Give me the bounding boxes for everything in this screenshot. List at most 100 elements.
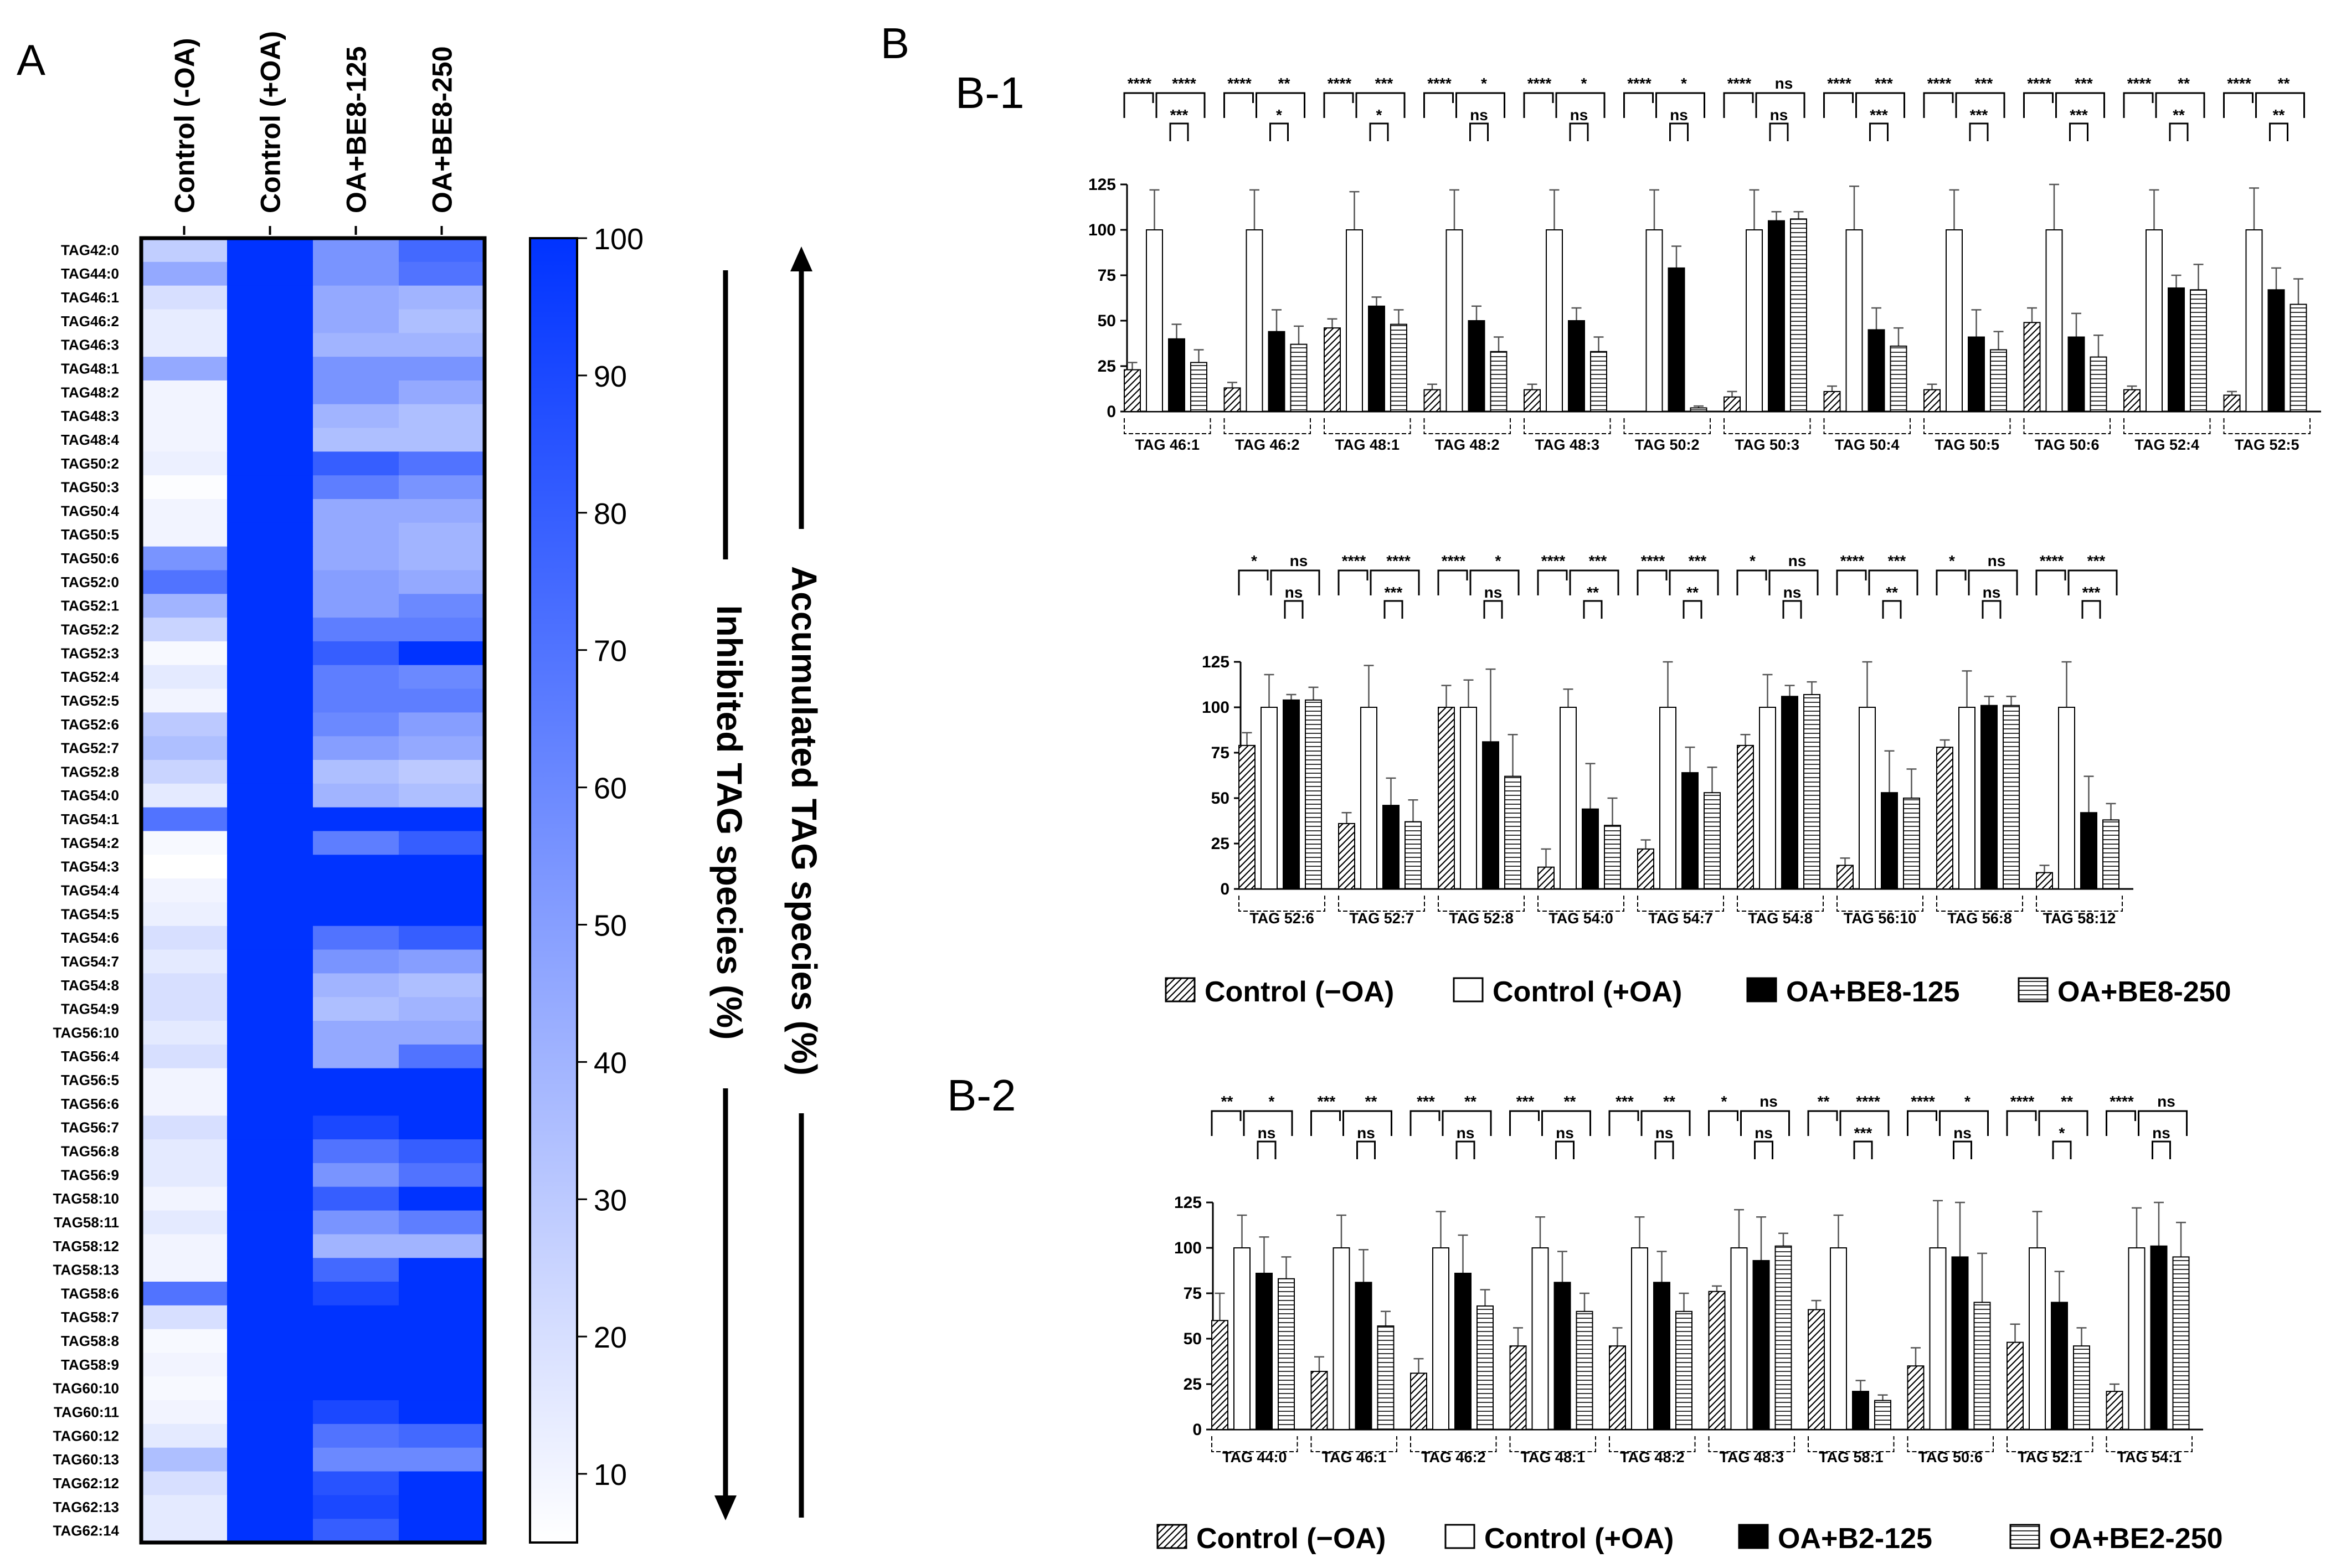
heatmap-cell <box>399 665 485 690</box>
sig-bracket <box>1223 92 1254 118</box>
heatmap-cell <box>141 1139 228 1164</box>
heatmap-cell <box>227 1068 313 1093</box>
group-label: TAG 52:6 <box>1249 910 1314 927</box>
sig-label: **** <box>1641 552 1665 569</box>
heatmap-column-label: Control (-OA) <box>169 38 200 213</box>
sig-bracket <box>1755 92 1805 118</box>
heatmap-cell <box>399 926 485 950</box>
group-bracket <box>1238 896 1325 912</box>
sig-label: **** <box>1840 552 1865 569</box>
sig-label: ns <box>1457 1124 1475 1142</box>
heatmap-cell <box>227 1471 313 1495</box>
sig-label: ns <box>1290 552 1308 569</box>
bar <box>2106 1391 2123 1431</box>
bar <box>1537 866 1555 890</box>
bar <box>1590 351 1607 413</box>
colorbar-tick-label: 80 <box>594 497 627 531</box>
bar <box>1681 772 1699 890</box>
heatmap-cell <box>399 1495 485 1519</box>
sig-label: **** <box>1342 552 1366 569</box>
group-bracket <box>1708 1436 1795 1452</box>
sig-label: **** <box>1927 75 1952 92</box>
heatmap-cell <box>313 499 399 523</box>
sig-bracket <box>1169 122 1189 141</box>
heatmap-cell <box>399 688 485 713</box>
bar <box>2123 389 2141 413</box>
sig-bracket <box>1669 569 1719 595</box>
heatmap-cell <box>141 712 228 737</box>
bar <box>1410 1372 1427 1431</box>
heatmap-cell <box>227 522 313 547</box>
heatmap-cell <box>227 712 313 737</box>
bar <box>1490 351 1508 413</box>
y-tick-label: 75 <box>1184 1284 1202 1303</box>
heatmap-row-label: TAG58:7 <box>61 1309 119 1325</box>
heatmap-cell <box>227 855 313 879</box>
group-label: TAG 58:1 <box>1819 1449 1884 1466</box>
heatmap-cell <box>399 1068 485 1093</box>
legend-swatch <box>1738 1524 1769 1549</box>
bar <box>2029 1247 2046 1430</box>
y-tick-label: 50 <box>1211 789 1229 808</box>
bar <box>2073 1345 2090 1431</box>
group-label: TAG 52:8 <box>1449 910 1514 927</box>
heatmap-cell <box>227 641 313 666</box>
bar <box>1305 699 1322 890</box>
heatmap-row-label: TAG54:7 <box>61 953 119 970</box>
heatmap-cell <box>227 997 313 1021</box>
heatmap-cell <box>313 1282 399 1306</box>
group-label: TAG 48:2 <box>1435 436 1500 453</box>
sig-label: * <box>1581 75 1587 92</box>
heatmap-row-label: TAG60:10 <box>53 1380 119 1397</box>
sig-label: * <box>1495 552 1501 569</box>
bar <box>1190 362 1207 412</box>
heatmap-cell <box>141 1068 228 1093</box>
sig-label: * <box>1964 1093 1971 1110</box>
sig-label: * <box>1276 106 1282 124</box>
sig-label: *** <box>1854 1124 1872 1142</box>
sig-bracket <box>2269 122 2288 141</box>
sig-bracket <box>1637 569 1668 595</box>
bar <box>1582 808 1599 890</box>
heatmap-row-label: TAG58:8 <box>61 1333 119 1349</box>
bar <box>1238 744 1256 890</box>
sig-bracket <box>1853 1140 1873 1159</box>
bar <box>1432 1247 1449 1430</box>
sig-label: ns <box>1258 1124 1276 1142</box>
bar <box>2058 707 2075 890</box>
group-bracket <box>2106 1436 2193 1452</box>
sig-bracket <box>2169 122 2189 141</box>
heatmap-cell <box>141 1519 228 1543</box>
heatmap-cell <box>313 546 399 571</box>
heatmap-cell <box>141 855 228 879</box>
heatmap-cell <box>313 1519 399 1543</box>
bar <box>1867 329 1885 413</box>
heatmap-cells <box>141 238 485 1543</box>
sig-bracket <box>1936 569 1967 595</box>
sig-bracket <box>1337 569 1368 595</box>
sig-label: ns <box>1783 584 1802 601</box>
sig-label: * <box>1681 75 1687 92</box>
group-label: TAG 52:4 <box>2134 436 2199 453</box>
bar <box>1730 1247 1748 1430</box>
bar <box>2168 287 2185 413</box>
bar <box>1438 707 1455 890</box>
bar <box>1609 1345 1626 1431</box>
sig-bracket <box>1623 92 1654 118</box>
sig-bracket <box>1839 1110 1890 1136</box>
heatmap-row-label: TAG52:7 <box>61 740 119 757</box>
heatmap-row-label: TAG60:11 <box>54 1404 119 1421</box>
heatmap-cell <box>227 594 313 618</box>
bar <box>1724 396 1741 413</box>
group-label: TAG 50:5 <box>1935 436 1999 453</box>
y-tick-label: 0 <box>1107 403 1116 421</box>
heatmap-cell <box>399 760 485 784</box>
sig-bracket <box>1356 1140 1376 1159</box>
heatmap-cell <box>141 688 228 713</box>
heatmap-cell <box>399 1423 485 1448</box>
group-label: TAG 56:10 <box>1844 910 1917 927</box>
heatmap-cell <box>313 1163 399 1187</box>
group-label: TAG 50:6 <box>1918 1449 1983 1466</box>
legend-label: Control (+OA) <box>1493 976 1682 1008</box>
bar <box>1246 229 1263 412</box>
